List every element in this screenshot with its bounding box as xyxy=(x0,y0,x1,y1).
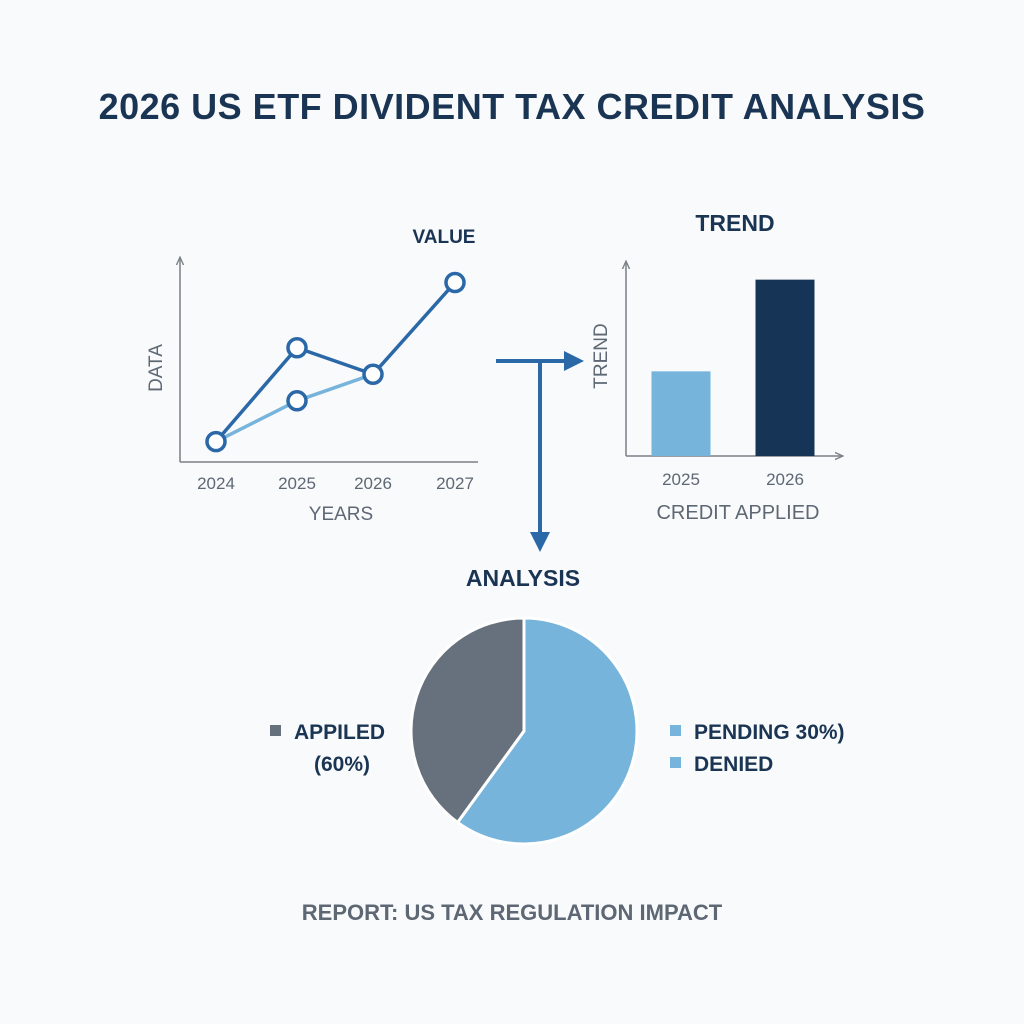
legend-item-pending: PENDING 30%) xyxy=(670,721,845,744)
bar-2026 xyxy=(755,279,815,456)
bar-chart-x-label: CREDIT APPLIED xyxy=(656,502,819,524)
bar-2025 xyxy=(651,371,711,456)
line-chart-x-tick: 2025 xyxy=(278,474,316,493)
pie-slice-appiled xyxy=(409,616,526,825)
legend-swatch-denied xyxy=(670,757,681,768)
bar-chart-title: TREND xyxy=(695,210,774,236)
bar-chart-x-tick: 2026 xyxy=(766,470,804,489)
line-chart-x-tick: 2027 xyxy=(436,474,474,493)
line-point-series-1 xyxy=(205,430,227,453)
legend-item-applied: APPILED (60%) xyxy=(270,721,385,776)
bar-chart: TREND TREND CREDIT APPLIED 2025 2026 xyxy=(591,210,842,524)
line-chart-x-tick: 2024 xyxy=(197,474,235,493)
pie-chart: ANALYSIS APPILED (60%) PENDING 30%) DENI… xyxy=(270,565,845,846)
legend-label-applied: APPILED xyxy=(294,721,385,744)
line-chart-y-label: DATA xyxy=(146,344,167,392)
legend-pct-applied: (60%) xyxy=(314,753,370,776)
line-point-series-1 xyxy=(444,271,466,294)
bar-chart-y-label: TREND xyxy=(591,323,612,388)
line-point-series-1 xyxy=(286,337,308,359)
line-series-1 xyxy=(214,281,457,443)
legend-swatch-pending xyxy=(670,725,681,736)
bar-chart-x-tick: 2025 xyxy=(662,470,700,489)
report-footer: REPORT: US TAX REGULATION IMPACT xyxy=(301,900,723,925)
connector-arrows xyxy=(496,351,584,552)
pie-chart-title: ANALYSIS xyxy=(466,565,580,591)
line-chart-title: VALUE xyxy=(413,227,476,248)
legend-swatch-applied xyxy=(270,725,281,736)
legend-item-denied: DENIED xyxy=(670,753,773,776)
page-title: 2026 US ETF DIVIDENT TAX CREDIT ANALYSIS xyxy=(98,86,926,127)
line-chart: VALUE DATA YEARS 2024 2025 2026 2027 xyxy=(146,227,478,525)
line-chart-x-label: YEARS xyxy=(309,504,373,525)
line-chart-x-tick: 2026 xyxy=(354,474,392,493)
legend-label-denied: DENIED xyxy=(694,753,773,776)
pie-slice-pending xyxy=(455,616,639,846)
legend-label-pending: PENDING 30%) xyxy=(694,721,845,744)
line-point-series-2 xyxy=(286,390,308,412)
line-point-series-1 xyxy=(362,363,384,386)
